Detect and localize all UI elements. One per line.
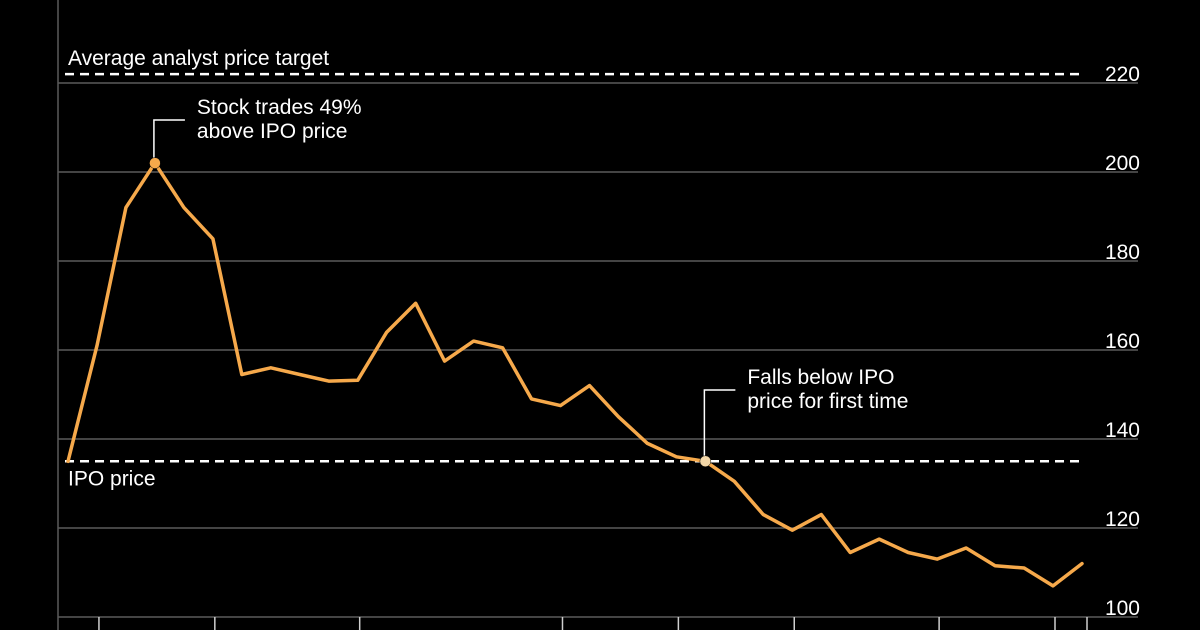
annotation-text-2-line-1: Falls below IPO — [747, 366, 894, 389]
y-tick-label-120: 120 — [1105, 508, 1140, 531]
reference-label-analyst-target: Average analyst price target — [68, 47, 329, 70]
annotation-text-1-line-2: above IPO price — [197, 120, 348, 143]
annotation-text-2-line-2: price for first time — [747, 390, 908, 413]
reference-lines-layer: Average analyst price target IPO price — [65, 47, 1085, 490]
price-line — [66, 161, 1084, 588]
y-tick-label-100: 100 — [1105, 597, 1140, 620]
annotation-marker-1 — [149, 157, 161, 169]
annotation-leader-1 — [153, 119, 185, 160]
y-tick-label-180: 180 — [1105, 241, 1140, 264]
annotations-layer: Stock trades 49%above IPO price Falls bel… — [149, 96, 908, 467]
y-tick-label-140: 140 — [1105, 419, 1140, 442]
axis-layer: 100 120 140 160 180 200 220 — [57, 0, 1140, 630]
annotation-text-1-line-1: Stock trades 49% — [197, 96, 362, 119]
series-layer — [66, 161, 1084, 588]
annotation-marker-2 — [699, 455, 712, 467]
reference-label-ipo-price: IPO price — [68, 467, 156, 490]
annotation-leader-2 — [703, 389, 736, 458]
y-tick-label-200: 200 — [1105, 152, 1140, 175]
y-tick-label-220: 220 — [1105, 63, 1140, 86]
y-tick-label-160: 160 — [1105, 330, 1140, 353]
